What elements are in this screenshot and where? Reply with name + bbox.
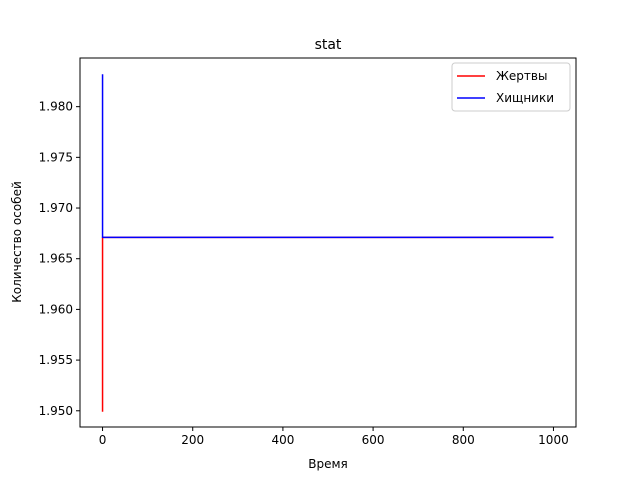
- y-tick-label: 1.970: [39, 201, 73, 215]
- x-tick-label: 0: [99, 433, 107, 447]
- y-tick-label: 1.955: [39, 353, 73, 367]
- legend-box: [451, 62, 571, 112]
- y-tick-label: 1.965: [39, 252, 73, 266]
- y-tick-label: 1.980: [39, 100, 73, 114]
- axes-frame: [79, 57, 577, 428]
- series-group: [101, 74, 554, 412]
- y-tick-label: 1.975: [39, 150, 73, 164]
- legend-label-1: Жертвы: [496, 69, 547, 83]
- x-tick-label: 400: [271, 433, 294, 447]
- y-axis-label: Количество особей: [10, 181, 24, 302]
- x-tick-label: 1000: [538, 433, 569, 447]
- y-tick-label: 1.950: [39, 404, 73, 418]
- y-tick-label: 1.960: [39, 302, 73, 316]
- chart-title: stat: [315, 37, 342, 53]
- x-tick-label: 800: [452, 433, 475, 447]
- x-axis-ticks: 0 200 400 600 800 1000: [99, 427, 569, 447]
- plot-area: [79, 57, 577, 428]
- legend-items: Жертвы Хищники: [457, 69, 554, 105]
- y-axis-ticks: 1.950 1.955 1.960 1.965 1.970 1.975 1.980: [39, 100, 80, 418]
- x-tick-label: 200: [181, 433, 204, 447]
- legend: Жертвы Хищники: [451, 62, 571, 112]
- x-tick-label: 600: [362, 433, 385, 447]
- legend-label-2: Хищники: [496, 91, 554, 105]
- x-axis-label: Время: [308, 457, 348, 471]
- series-line-2: [101, 74, 554, 239]
